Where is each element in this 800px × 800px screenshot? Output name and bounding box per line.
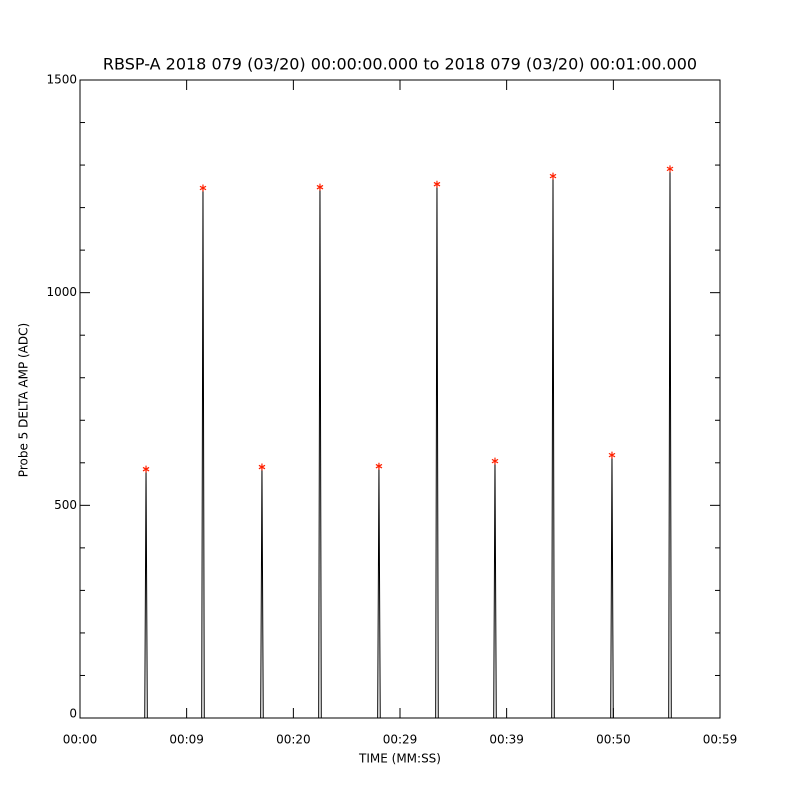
y-tick-label: 0	[69, 707, 77, 721]
x-tick-label: 00:29	[383, 733, 418, 747]
peak-marker	[491, 457, 499, 465]
y-axis-label: Probe 5 DELTA AMP (ADC)	[17, 323, 31, 477]
x-tick-label: 00:20	[276, 733, 311, 747]
peak-marker	[433, 180, 441, 188]
peak-marker	[142, 465, 150, 473]
peak-marker	[608, 451, 616, 459]
y-tick-label: 1000	[46, 285, 77, 299]
x-tick-label: 00:00	[63, 733, 98, 747]
x-tick-label: 00:59	[703, 733, 738, 747]
chart-title: RBSP-A 2018 079 (03/20) 00:00:00.000 to …	[103, 55, 697, 74]
peak-marker	[258, 463, 266, 471]
y-tick-label: 1500	[46, 73, 77, 87]
peak-marker	[199, 184, 207, 192]
x-tick-label: 00:09	[169, 733, 204, 747]
peak-marker	[375, 462, 383, 470]
peak-marker	[666, 165, 674, 173]
x-axis-label: TIME (MM:SS)	[358, 752, 441, 766]
y-tick-label: 500	[54, 498, 77, 512]
plot-frame	[79, 79, 721, 719]
signal-line	[80, 168, 720, 719]
x-tick-label: 00:50	[596, 733, 631, 747]
x-tick-label: 00:39	[489, 733, 524, 747]
peak-marker	[316, 183, 324, 191]
peak-marker	[549, 172, 557, 180]
